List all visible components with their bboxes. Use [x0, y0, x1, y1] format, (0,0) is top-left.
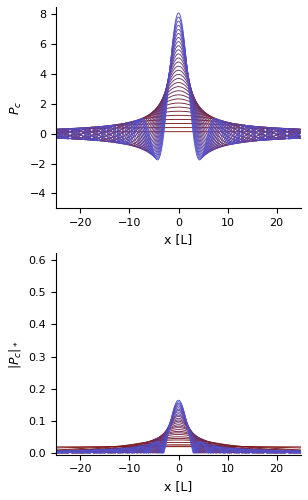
Y-axis label: $|P_c|_*$: $|P_c|_*$ — [7, 340, 23, 368]
X-axis label: x [L]: x [L] — [164, 234, 192, 246]
X-axis label: x [L]: x [L] — [164, 480, 192, 493]
Y-axis label: $P_c$: $P_c$ — [9, 100, 24, 114]
